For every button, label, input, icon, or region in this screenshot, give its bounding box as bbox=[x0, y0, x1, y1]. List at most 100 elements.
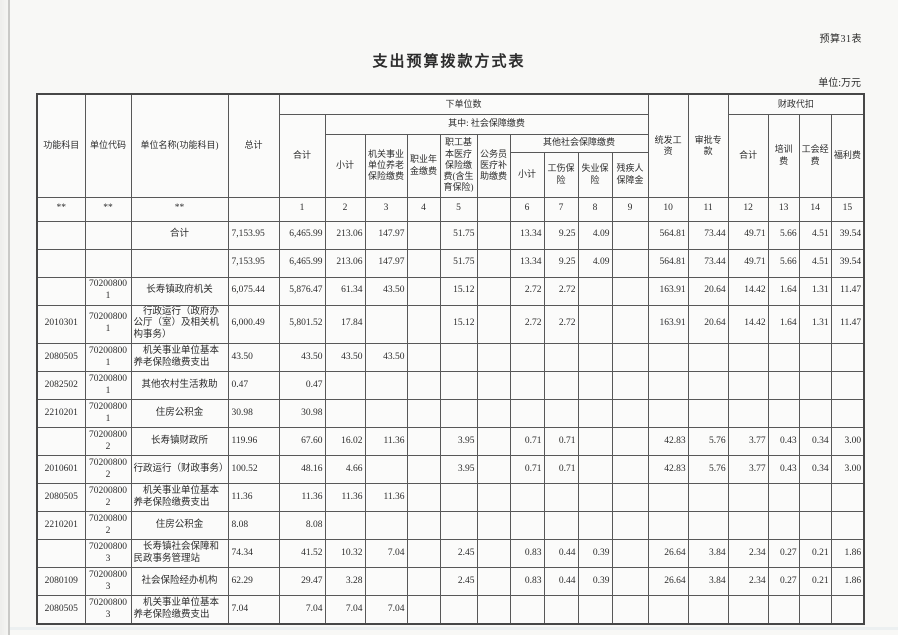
cell bbox=[406, 248, 441, 278]
cell bbox=[830, 399, 865, 429]
col-header-injury-insurance: 工伤保险 bbox=[543, 151, 579, 198]
cell: 11.36 bbox=[364, 427, 408, 457]
cell bbox=[406, 539, 441, 569]
cell bbox=[476, 483, 511, 513]
cell: 行政运行（财政事务） bbox=[130, 455, 229, 485]
cell: 0.44 bbox=[543, 567, 579, 597]
cell: 5.66 bbox=[767, 248, 800, 278]
cell: 2.34 bbox=[727, 539, 769, 569]
cell bbox=[509, 595, 545, 625]
cell bbox=[476, 304, 511, 345]
page-edge-line bbox=[8, 0, 10, 635]
cell: 0.83 bbox=[509, 539, 545, 569]
cell: 0.34 bbox=[798, 455, 832, 485]
cell: 702008002 bbox=[84, 511, 132, 541]
cell: 2082502 bbox=[36, 371, 86, 401]
cell: 5.66 bbox=[767, 220, 800, 250]
cell: 43.50 bbox=[364, 276, 408, 306]
cell: 2080505 bbox=[36, 595, 86, 625]
cell bbox=[647, 483, 689, 513]
cell bbox=[727, 371, 769, 401]
cell bbox=[476, 539, 511, 569]
cell bbox=[611, 427, 649, 457]
cell: 长寿镇社会保障和民政事务管理站 bbox=[130, 539, 229, 569]
table-row: 2210201 702008002 住房公积金 8.08 8.08 bbox=[36, 511, 865, 541]
cell: 213.06 bbox=[324, 220, 366, 250]
group-header-sub-units: 下单位数 bbox=[278, 93, 649, 115]
cell: 702008001 bbox=[84, 399, 132, 429]
cell bbox=[611, 595, 649, 625]
cell bbox=[577, 304, 613, 345]
cell bbox=[406, 595, 441, 625]
col-header-subtotal: 小计 bbox=[324, 133, 366, 198]
col-header-unit-name: 单位名称(功能科目) bbox=[130, 93, 229, 198]
cell: 163.91 bbox=[647, 304, 689, 345]
cell: 0.21 bbox=[798, 567, 832, 597]
table-row: 合计 7,153.95 6,465.99 213.06 147.97 51.75 13.34… bbox=[36, 220, 865, 250]
cell: 3.00 bbox=[830, 455, 865, 485]
cell: 11.36 bbox=[324, 483, 366, 513]
cell: 合计 bbox=[130, 220, 229, 250]
cell bbox=[611, 220, 649, 250]
cell bbox=[727, 511, 769, 541]
col-header-total: 合计 bbox=[278, 113, 326, 198]
cell: 48.16 bbox=[278, 455, 326, 485]
cell: 5.76 bbox=[687, 455, 729, 485]
cell bbox=[611, 567, 649, 597]
cell bbox=[577, 371, 613, 401]
col-header-approved-funds: 审批专款 bbox=[687, 93, 729, 198]
cell: 11.36 bbox=[278, 483, 326, 513]
col-header-medical: 职工基本医疗保险缴费(含生育保险) bbox=[439, 133, 478, 198]
cell: 30.98 bbox=[227, 399, 280, 429]
cell bbox=[509, 343, 545, 373]
cell bbox=[798, 371, 832, 401]
cell: 行政运行（政府办公厅（室）及相关机构事务） bbox=[130, 304, 229, 345]
cell: 702008002 bbox=[84, 427, 132, 457]
cell: 14 bbox=[798, 196, 832, 222]
cell bbox=[439, 371, 478, 401]
cell: 0.43 bbox=[767, 455, 800, 485]
cell bbox=[364, 304, 408, 345]
cell: 9.25 bbox=[543, 220, 579, 250]
cell bbox=[577, 343, 613, 373]
cell bbox=[406, 304, 441, 345]
cell: 其他农村生活救助 bbox=[130, 371, 229, 401]
col-header-annuity: 职业年金缴费 bbox=[406, 133, 441, 198]
cell: 14.42 bbox=[727, 304, 769, 345]
cell bbox=[727, 483, 769, 513]
cell: 0.39 bbox=[577, 567, 613, 597]
cell: 0.27 bbox=[767, 567, 800, 597]
cell: 702008001 bbox=[84, 276, 132, 306]
col-header-grand-total: 总计 bbox=[227, 93, 280, 198]
cell bbox=[543, 371, 579, 401]
sheet-label: 预算31表 bbox=[819, 34, 862, 45]
cell: 6 bbox=[509, 196, 545, 222]
cell: 7.04 bbox=[364, 539, 408, 569]
cell: 11.36 bbox=[227, 483, 280, 513]
cell: 3.84 bbox=[687, 567, 729, 597]
cell: 43.50 bbox=[364, 343, 408, 373]
col-header-pension: 机关事业单位养老保险缴费 bbox=[364, 133, 408, 198]
group-header-social-security: 其中: 社会保障缴费 bbox=[324, 113, 649, 135]
cell bbox=[830, 483, 865, 513]
cell: 17.84 bbox=[324, 304, 366, 345]
cell: 702008001 bbox=[84, 371, 132, 401]
cell: 702008001 bbox=[84, 343, 132, 373]
cell: 0.27 bbox=[767, 539, 800, 569]
cell: 43.50 bbox=[227, 343, 280, 373]
cell bbox=[476, 276, 511, 306]
cell bbox=[611, 248, 649, 278]
cell bbox=[611, 455, 649, 485]
cell bbox=[577, 399, 613, 429]
cell bbox=[227, 196, 280, 222]
cell: 15.12 bbox=[439, 276, 478, 306]
cell: 4.09 bbox=[577, 220, 613, 250]
cell bbox=[476, 371, 511, 401]
cell bbox=[798, 399, 832, 429]
col-header-welfare-fee: 福利费 bbox=[830, 113, 865, 198]
cell: 41.52 bbox=[278, 539, 326, 569]
cell: 2080109 bbox=[36, 567, 86, 597]
col-header-union-fee: 工会经费 bbox=[798, 113, 832, 198]
cell: 74.34 bbox=[227, 539, 280, 569]
cell: 163.91 bbox=[647, 276, 689, 306]
